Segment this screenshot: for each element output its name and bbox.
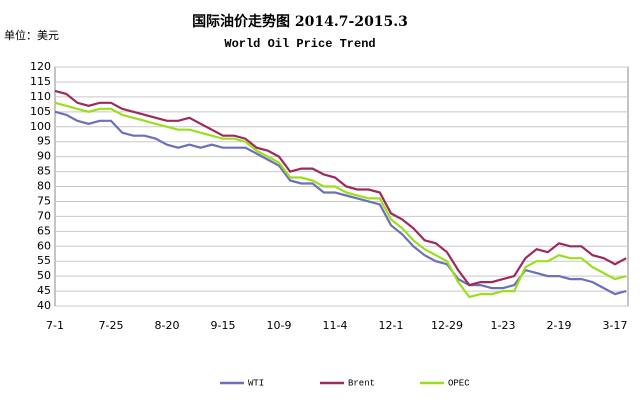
chart-subtitle: World Oil Price Trend [224, 37, 375, 51]
series-line [54, 110, 627, 296]
y-tick-label: 90 [37, 150, 51, 163]
legend-label: WTI [248, 378, 264, 388]
y-tick-label: 50 [37, 269, 51, 282]
x-tick-label: 11-4 [323, 319, 348, 332]
x-tick-label: 7-25 [99, 319, 124, 332]
series-line [54, 89, 627, 287]
x-tick-label: 3-17 [603, 319, 628, 332]
y-tick-label: 85 [37, 165, 51, 178]
y-tick-label: 80 [37, 180, 51, 193]
x-tick-label: 8-20 [155, 319, 180, 332]
legend-label: Brent [348, 378, 375, 388]
y-tick-label: 120 [30, 60, 51, 73]
legend-label: OPEC [448, 378, 470, 388]
y-tick-label: 110 [30, 90, 51, 103]
x-tick-label: 10-9 [267, 319, 292, 332]
y-tick-label: 55 [37, 254, 51, 267]
y-tick-label: 65 [37, 224, 51, 237]
chart-title: 国际油价走势图 2014.7-2015.3 [192, 13, 408, 30]
y-tick-label: 105 [30, 105, 51, 118]
x-tick-label: 1-23 [491, 319, 516, 332]
x-tick-label: 9-15 [211, 319, 236, 332]
y-tick-label: 40 [37, 299, 51, 312]
y-tick-label: 60 [37, 239, 51, 252]
y-tick-label: 95 [37, 135, 51, 148]
y-tick-label: 45 [37, 284, 51, 297]
y-tick-label: 100 [30, 120, 51, 133]
x-tick-label: 7-1 [46, 319, 64, 332]
x-tick-label: 12-1 [379, 319, 404, 332]
y-tick-label: 70 [37, 209, 51, 222]
y-tick-label: 115 [30, 75, 51, 88]
series-line [54, 101, 627, 299]
y-axis-label: 单位：美元 [4, 28, 59, 42]
y-tick-label: 75 [37, 194, 51, 207]
x-tick-label: 12-29 [431, 319, 463, 332]
x-tick-label: 2-19 [547, 319, 572, 332]
